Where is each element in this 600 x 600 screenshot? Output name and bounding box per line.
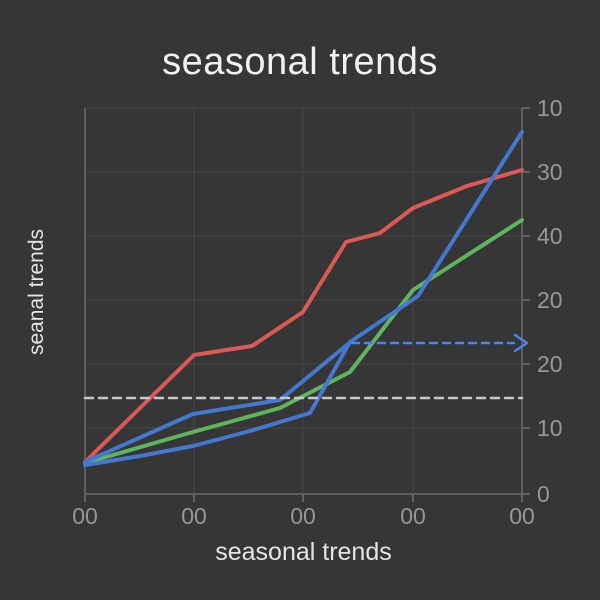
y-tick-label: 0 [537,481,550,508]
y-axis-title: seanal trends [25,228,48,356]
x-tick-label: 00 [509,503,535,529]
blue-main-series-line [83,130,524,467]
chart-title: seasonal trends [162,41,438,83]
blue-flat-series-line [83,342,350,464]
x-tick-label: 00 [290,503,316,529]
x-tick-label: 00 [400,503,426,529]
y-tick-label: 40 [537,223,563,250]
x-tick-label: 00 [72,503,98,529]
y-tick-label: 10 [537,95,563,122]
x-tick-label: 00 [181,503,207,529]
x-axis-title: seasonal trends [215,538,392,566]
y-tick-label: 20 [537,351,563,378]
arrow-head-icon [513,333,529,353]
y-tick-label: 30 [537,159,563,186]
y-tick-label: 20 [537,287,563,314]
y-tick-label: 10 [537,415,563,442]
red-series-line [83,168,524,464]
